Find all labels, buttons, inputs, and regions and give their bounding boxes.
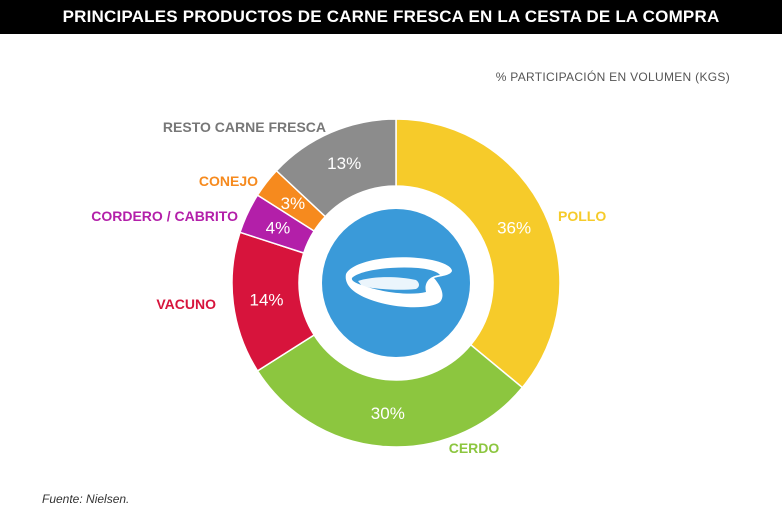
value-label: 14% [250,290,284,309]
slice-resto-carne-fresca [275,118,397,218]
value-label: 36% [497,218,531,237]
value-label: 30% [371,404,405,423]
meat-steak-icon [345,257,452,308]
category-label: CERDO [449,440,500,456]
category-label: CORDERO / CABRITO [91,208,238,224]
slices-group [231,118,561,448]
slice-pollo [395,118,561,389]
center-badge [322,209,470,357]
chart-title: PRINCIPALES PRODUCTOS DE CARNE FRESCA EN… [0,0,782,34]
category-label: POLLO [558,208,606,224]
chart-subtitle: % PARTICIPACIÓN EN VOLUMEN (KGS) [495,70,730,84]
value-label: 4% [266,218,291,237]
labels-group: 36% POLLO 30% CERDO 14% VACUNO 4% CORDERO / CAB… [91,119,606,456]
slice-cerdo [256,333,524,448]
category-label: CONEJO [199,173,258,189]
category-label: RESTO CARNE FRESCA [163,119,326,135]
category-label: VACUNO [156,296,216,312]
source-note: Fuente: Nielsen. [42,492,130,506]
value-label: 13% [327,154,361,173]
value-label: 3% [281,194,306,213]
